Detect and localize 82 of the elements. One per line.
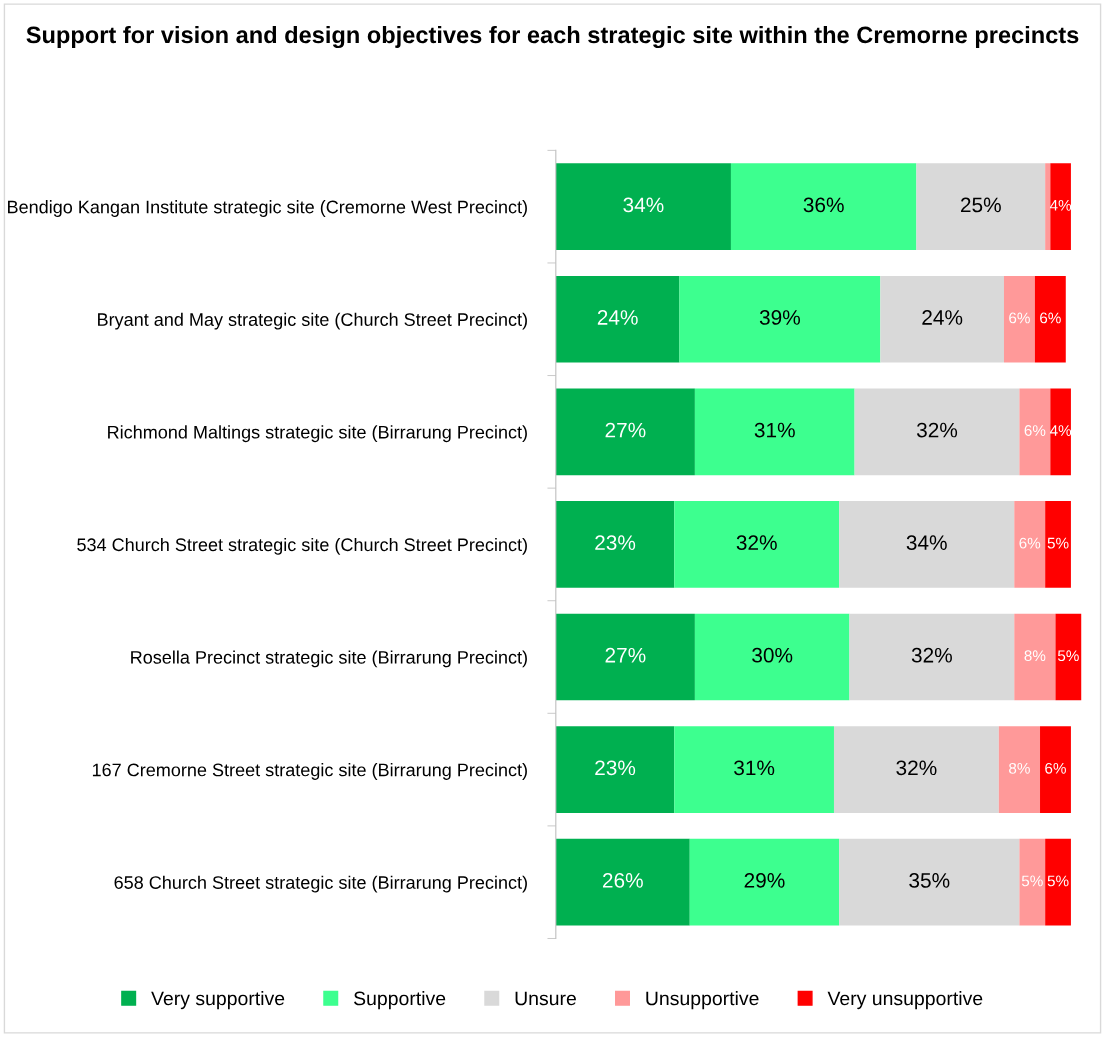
bar: [849, 613, 1015, 701]
bar: [833, 726, 999, 813]
bar: [916, 163, 1046, 251]
data-label: 25%: [960, 197, 1001, 213]
bar: [694, 388, 855, 476]
bar: [555, 726, 675, 813]
bar: [555, 163, 731, 251]
data-label: 8%: [1024, 650, 1046, 662]
bar: [1045, 163, 1051, 251]
bar: [880, 275, 1004, 363]
bar: [674, 501, 840, 588]
data-label: 35%: [909, 873, 950, 888]
data-label: 32%: [736, 535, 777, 551]
bar: [555, 613, 695, 701]
bar: [1050, 388, 1071, 476]
data-label: 6%: [1009, 312, 1030, 324]
y-tick-label: 658 Church Street strategic site (Birrarung Precinct): [114, 875, 527, 893]
data-label: 5%: [1021, 875, 1043, 887]
bar: [1014, 613, 1056, 701]
legend-label: Unsure: [515, 991, 576, 1006]
data-label: 32%: [916, 422, 958, 438]
data-label: 32%: [896, 760, 937, 776]
data-label: 4%: [1049, 200, 1072, 211]
bar: [839, 501, 1015, 588]
bar: [1034, 275, 1066, 363]
bar: [1019, 388, 1051, 476]
y-tick-label: Bendigo Kangan Institute strategic site (Cremorne West Precinct): [8, 200, 527, 217]
legend-label: Supportive: [354, 991, 446, 1010]
data-label: 4%: [1049, 425, 1072, 436]
bar: [854, 388, 1020, 476]
legend-label: Unsupportive: [646, 991, 759, 1010]
data-label: 34%: [623, 197, 664, 213]
bar: [1045, 501, 1071, 588]
data-label: 23%: [595, 535, 636, 551]
data-label: 5%: [1057, 650, 1079, 662]
bar: [1055, 613, 1082, 701]
bar: [555, 838, 690, 926]
y-tick-label: Bryant and May strategic site (Church Street Precinct): [98, 312, 527, 330]
data-label: 6%: [1019, 537, 1041, 549]
data-label: 26%: [602, 873, 643, 888]
data-label: 24%: [597, 310, 638, 325]
bar: [674, 726, 834, 813]
data-label: 36%: [803, 197, 844, 213]
data-label: 27%: [605, 422, 646, 438]
bar: [1040, 726, 1071, 813]
data-label: 31%: [734, 760, 775, 776]
data-label: 23%: [595, 760, 636, 776]
bar: [839, 838, 1020, 926]
bar: [679, 275, 881, 363]
data-label: 6%: [1045, 762, 1066, 774]
bar: [689, 838, 840, 926]
data-label: 8%: [1009, 762, 1030, 774]
data-label: 6%: [1040, 312, 1061, 324]
chart-title: Support for vision and design objectives for each strategic site within the Cremorne precincts: [26, 25, 1079, 49]
data-label: 30%: [752, 647, 793, 663]
data-label: 27%: [605, 647, 646, 663]
y-tick-label: Rosella Precinct strategic site (Birrarung Precinct): [131, 650, 527, 668]
bar: [1003, 275, 1035, 363]
data-label: 5%: [1047, 875, 1069, 887]
y-tick-label: Richmond Maltings strategic site (Birrarung Precinct): [108, 425, 527, 443]
data-label: 29%: [744, 873, 785, 888]
y-tick-label: 167 Cremorne Street strategic site (Birrarung Precinct): [92, 763, 527, 780]
bar: [730, 163, 917, 251]
bar: [1014, 501, 1046, 588]
data-label: 32%: [911, 647, 952, 663]
legend-label: Very supportive: [151, 991, 285, 1010]
bar: [555, 388, 695, 476]
data-label: 34%: [906, 535, 947, 551]
bar: [1050, 163, 1071, 251]
bar: [694, 613, 850, 701]
legend-label: Very unsupportive: [827, 991, 983, 1010]
bar: [555, 275, 680, 363]
data-label: 5%: [1047, 537, 1069, 549]
data-label: 24%: [922, 310, 963, 325]
bar: [1045, 838, 1071, 926]
bar: [1019, 838, 1046, 926]
bar: [998, 726, 1041, 813]
bar: [555, 501, 675, 588]
y-tick-label: 534 Church Street strategic site (Church Street Precinct): [77, 537, 527, 555]
data-label: 39%: [759, 310, 800, 325]
data-label: 6%: [1024, 425, 1046, 436]
data-label: 31%: [754, 422, 795, 438]
